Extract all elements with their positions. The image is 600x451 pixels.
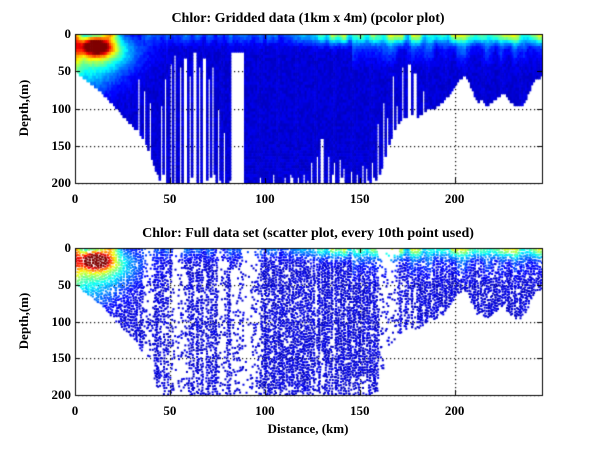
y-tick-label: 50	[58, 276, 71, 292]
x-tick-label: 150	[350, 403, 370, 418]
y-tick-label: 0	[64, 240, 72, 255]
x-tick-label: 100	[255, 403, 275, 418]
y-tick-label: 200	[51, 175, 72, 190]
top-plot-ylabel: Depth,(m)	[16, 79, 31, 137]
y-tick-label: 200	[51, 387, 72, 402]
bottom-plot-ylabel: Depth,(m)	[16, 292, 31, 350]
x-tick-label: 200	[444, 191, 465, 206]
x-tick-label: 150	[350, 191, 370, 206]
bottom-plot-xlabel: Distance, (km)	[267, 421, 349, 436]
x-tick-label: 50	[163, 403, 177, 418]
y-tick-label: 150	[51, 137, 72, 153]
top-plot-title: Chlor: Gridded data (1km x 4m) (pcolor p…	[171, 11, 445, 26]
x-tick-label: 0	[71, 191, 79, 206]
y-tick-label: 100	[51, 313, 72, 329]
bottom-plot-title: Chlor: Full data set (scatter plot, ever…	[142, 226, 474, 241]
x-tick-label: 50	[163, 191, 177, 206]
y-tick-label: 100	[51, 100, 72, 116]
y-tick-label: 50	[58, 63, 71, 79]
x-tick-label: 0	[71, 403, 79, 418]
y-tick-label: 0	[64, 26, 72, 41]
y-tick-label: 150	[51, 350, 72, 366]
x-tick-label: 100	[255, 191, 275, 206]
x-tick-label: 200	[444, 403, 465, 418]
